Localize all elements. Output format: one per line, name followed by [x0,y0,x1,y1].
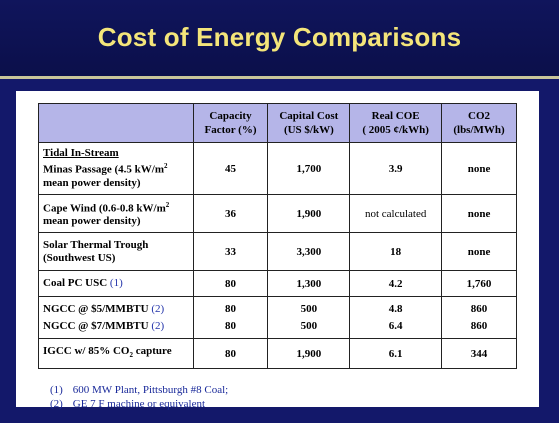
table-row: Coal PC USC (1) 80 1,300 4.2 1,760 [38,270,517,297]
co2-cell: 344 [441,338,517,369]
table-row: NGCC @ $5/MMBTU (2) NGCC @ $7/MMBTU (2) … [38,296,517,339]
footnote-ref: (2) [151,319,165,332]
capacity-factor-cell: 80 [192,338,269,369]
cost-comparison-table: Capacity Factor (%) Capital Cost (US $/kW)… [38,103,517,369]
row-label: Tidal In-Stream Minas Passage (4.5 kW/m2… [38,142,194,195]
footnote: (1) 600 MW Plant, Pittsburgh #8 Coal; [50,384,229,396]
co2-cell: 1,760 [441,270,517,297]
row-label: NGCC @ $5/MMBTU (2) NGCC @ $7/MMBTU (2) [38,296,194,339]
capacity-factor-cell: 33 [192,232,269,271]
capital-cost-cell: 500 500 [267,296,351,339]
table-row: Tidal In-Stream Minas Passage (4.5 kW/m2… [38,142,517,195]
co2-cell: none [441,194,517,233]
capacity-factor-cell: 45 [192,142,269,195]
capital-cost-cell: 1,300 [267,270,351,297]
co2-cell: 860 860 [441,296,517,339]
capacity-factor-cell: 36 [192,194,269,233]
table-row: Cape Wind (0.6-0.8 kW/m2 mean power dens… [38,194,517,233]
real-coe-cell: not calculated [349,194,443,233]
header-real-coe: Real COE( 2005 ¢/kWh) [349,103,443,143]
table-row: Solar Thermal Trough (Southwest US) 33 3… [38,232,517,271]
slide-body: Capacity Factor (%) Capital Cost (US $/kW)… [0,79,559,423]
footnote: (2) GE 7 F machine or equivalent [50,398,206,410]
table-row: IGCC w/ 85% CO2 capture 80 1,900 6.1 344 [38,338,517,369]
capacity-factor-cell: 80 80 [192,296,269,339]
row-label: Coal PC USC (1) [38,270,194,297]
footnote-ref: (2) [151,302,165,315]
real-coe-cell: 4.8 6.4 [349,296,443,339]
co2-cell: none [441,142,517,195]
capital-cost-cell: 1,900 [267,338,351,369]
footnote-ref: (1) [109,277,123,289]
header-co2: CO2 (lbs/MWh) [441,103,517,143]
content-panel: Capacity Factor (%) Capital Cost (US $/kW)… [16,91,539,410]
row-label: IGCC w/ 85% CO2 capture [38,338,194,369]
title-divider [0,76,559,79]
capital-cost-cell: 1,700 [267,142,351,195]
real-coe-cell: 4.2 [349,270,443,297]
co2-cell: none [441,232,517,271]
header-capital-cost: Capital Cost (US $/kW) [267,103,351,143]
header-cell-blank [38,103,194,143]
slide-title: Cost of Energy Comparisons [97,22,462,52]
real-coe-cell: 6.1 [349,338,443,369]
header-capacity-factor: Capacity Factor (%) [192,103,269,143]
footnotes: (1) 600 MW Plant, Pittsburgh #8 Coal; (2… [50,383,228,411]
row-label: Solar Thermal Trough (Southwest US) [38,232,194,271]
table-header-row: Capacity Factor (%) Capital Cost (US $/kW)… [38,103,517,143]
capacity-factor-cell: 80 [192,270,269,297]
capital-cost-cell: 1,900 [267,194,351,233]
capital-cost-cell: 3,300 [267,232,351,271]
row-label: Cape Wind (0.6-0.8 kW/m2 mean power dens… [38,194,194,233]
real-coe-cell: 3.9 [349,142,443,195]
real-coe-cell: 18 [349,232,443,271]
title-bar: Cost of Energy Comparisons [0,0,559,76]
